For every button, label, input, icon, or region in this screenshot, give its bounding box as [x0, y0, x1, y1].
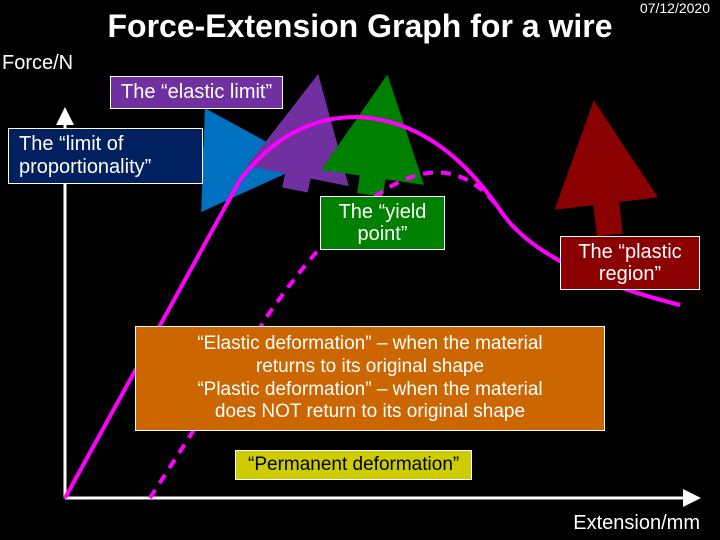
deformation-definition-box: “Elastic deformation” – when the materia… [135, 326, 605, 431]
plastic-arrow [600, 152, 610, 235]
plastic-line2: region” [599, 263, 661, 285]
deformation-line2: returns to its original shape [256, 356, 484, 377]
deformation-line1: “Elastic deformation” – when the materia… [197, 333, 542, 354]
elastic-limit-arrow [295, 125, 308, 190]
yield-point-label: The “yield point” [320, 196, 445, 250]
plastic-line1: The “plastic [578, 241, 681, 263]
limit-of-proportionality-label: The “limit of proportionality” [8, 128, 203, 184]
deformation-line4: does NOT return to its original shape [215, 401, 525, 422]
lop-arrow [200, 160, 255, 162]
yield-arrow [370, 126, 380, 195]
plastic-region-label: The “plastic region” [560, 236, 700, 290]
yield-line1: The “yield [339, 201, 427, 223]
lop-line1: The “limit of [19, 133, 123, 155]
elastic-limit-label: The “elastic limit” [110, 76, 283, 109]
deformation-line3: “Plastic deformation” – when the materia… [197, 379, 542, 400]
yield-line2: point” [357, 223, 407, 245]
lop-line2: proportionality” [19, 156, 151, 178]
permanent-deformation-label: “Permanent deformation” [235, 450, 472, 480]
